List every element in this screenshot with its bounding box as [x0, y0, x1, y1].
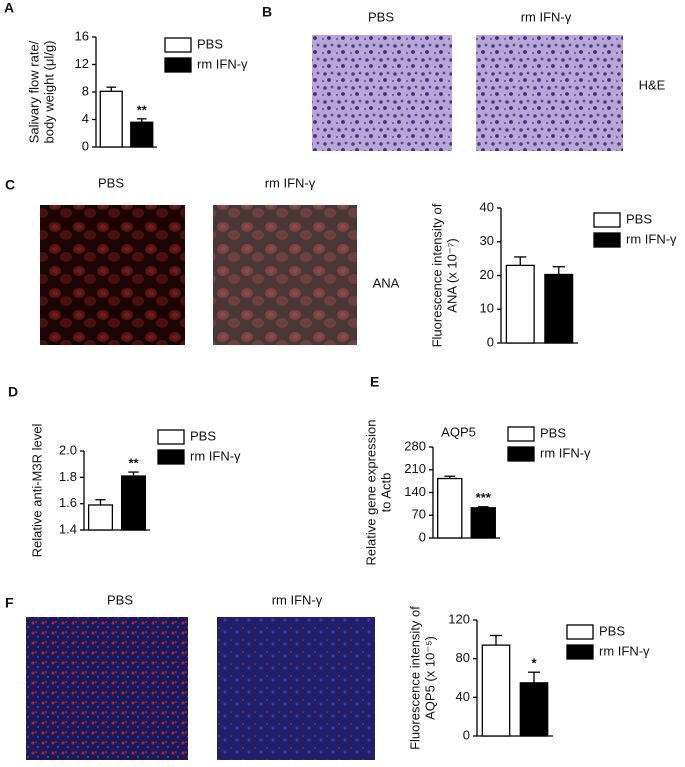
legend-label: PBS [190, 428, 216, 443]
y-tick-label: 30 [480, 233, 494, 248]
legend-swatch [157, 449, 185, 465]
y-tick-label: 1.4 [59, 521, 77, 536]
y-tick-label: 120 [448, 611, 470, 626]
y-axis-label: to Actb [378, 473, 393, 513]
y-axis-label: Salivary flow rate/ [26, 40, 41, 143]
image-caption: rm IFN-γ [272, 592, 323, 607]
panel-label: C [5, 177, 15, 193]
panel-label: A [4, 0, 14, 16]
y-tick-label: 40 [480, 199, 494, 214]
y-axis-label: Relative anti-M3R level [29, 424, 44, 558]
legend-label: PBS [540, 425, 566, 440]
y-tick-label: 16 [75, 28, 89, 43]
bar [120, 475, 147, 531]
legend-swatch [157, 429, 185, 445]
bar [519, 682, 549, 737]
legend-swatch [507, 426, 535, 442]
legend-swatch [164, 37, 192, 53]
image-caption: ANA [373, 275, 400, 290]
y-tick-label: 0 [419, 529, 426, 544]
y-tick-label: 0 [463, 727, 470, 742]
bar [87, 504, 114, 531]
legend-swatch [593, 232, 621, 248]
y-tick-label: 40 [456, 689, 470, 704]
significance: ** [128, 456, 139, 471]
y-tick-label: 70 [412, 507, 426, 522]
he-image-pbs [312, 35, 452, 151]
bar [470, 507, 496, 539]
legend-swatch [507, 446, 535, 462]
y-tick-label: 210 [404, 461, 426, 476]
image-caption: H&E [639, 77, 666, 92]
y-tick-label: 12 [75, 56, 89, 71]
legend-swatch [164, 57, 192, 73]
image-caption: rm IFN-γ [265, 175, 316, 190]
legend-label: rm IFN-γ [599, 643, 650, 658]
he-image-ifn [476, 35, 623, 151]
legend-swatch [593, 212, 621, 228]
legend-label: rm IFN-γ [190, 448, 241, 463]
bar [99, 90, 123, 148]
y-axis-label: Fluorescence intensity of [429, 203, 444, 347]
y-tick-label: 80 [456, 650, 470, 665]
y-tick-label: 1.6 [59, 495, 77, 510]
y-axis-label: AQP5 (x 10⁻⁵) [422, 636, 437, 720]
legend-label: rm IFN-γ [626, 231, 677, 246]
panel-label: F [5, 595, 14, 611]
y-tick-label: 1.8 [59, 469, 77, 484]
bar [437, 477, 463, 539]
bar [544, 273, 574, 344]
y-tick-label: 2.0 [59, 442, 77, 457]
y-tick-label: 140 [404, 484, 426, 499]
y-axis-label: Relative gene expression [363, 420, 378, 566]
legend-label: PBS [197, 36, 223, 51]
aqp5-image-ifn [217, 617, 375, 760]
legend-label: PBS [599, 623, 625, 638]
y-tick-label: 0 [82, 138, 89, 153]
y-tick-label: 20 [480, 267, 494, 282]
chart-title: AQP5 [441, 424, 476, 439]
y-axis-label: body weight (μl/g) [41, 41, 56, 144]
image-caption: rm IFN-γ [521, 9, 572, 24]
legend-label: PBS [626, 211, 652, 226]
significance: *** [476, 490, 492, 505]
panel-label: B [262, 4, 272, 20]
legend-swatch [566, 644, 594, 660]
y-axis-label: ANA (x 10⁻⁷) [444, 238, 459, 312]
image-caption: PBS [107, 592, 133, 607]
significance: ** [137, 102, 148, 117]
ana-image-pbs [40, 205, 185, 345]
image-caption: PBS [98, 175, 124, 190]
bar [481, 644, 511, 737]
panel-label: D [8, 384, 18, 400]
y-axis-label: Fluorescence intensity of [407, 606, 422, 750]
legend-label: rm IFN-γ [197, 56, 248, 71]
ana-image-ifn [213, 205, 357, 345]
legend-swatch [566, 624, 594, 640]
legend-label: rm IFN-γ [540, 445, 591, 460]
y-tick-label: 10 [480, 301, 494, 316]
y-tick-label: 0 [487, 334, 494, 349]
y-tick-label: 4 [82, 111, 89, 126]
aqp5-image-pbs [26, 617, 188, 760]
y-tick-label: 280 [404, 438, 426, 453]
bar [505, 264, 535, 344]
significance: * [531, 656, 537, 671]
panel-label: E [370, 374, 379, 390]
bar [130, 121, 154, 148]
y-tick-label: 8 [82, 83, 89, 98]
image-caption: PBS [368, 9, 394, 24]
